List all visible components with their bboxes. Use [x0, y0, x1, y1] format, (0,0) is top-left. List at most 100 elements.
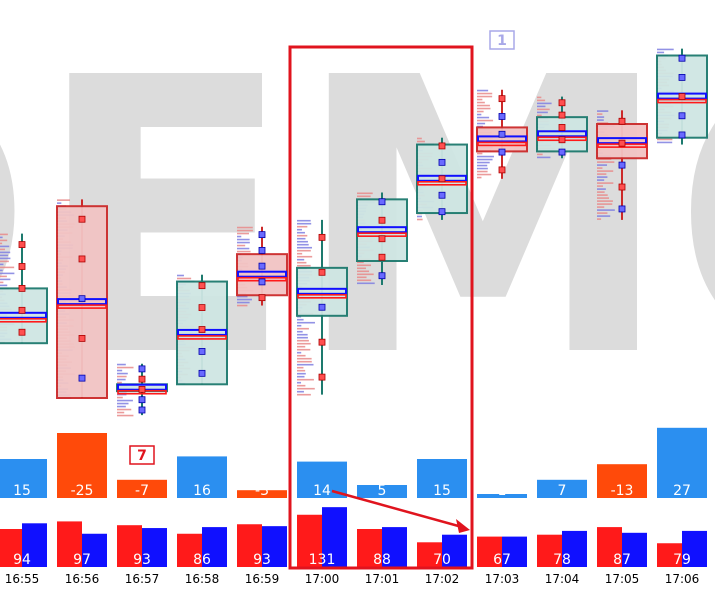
footprint-tick	[357, 195, 371, 198]
level-marker	[18, 284, 26, 292]
footprint-tick	[0, 245, 10, 248]
footprint-tick	[117, 402, 129, 405]
delta-bar	[477, 494, 527, 498]
delta-bar	[597, 464, 647, 498]
candle-1655	[0, 233, 48, 345]
level-marker	[78, 215, 86, 223]
footprint-tick	[477, 164, 488, 167]
candle-1659	[236, 226, 288, 307]
level-marker	[138, 406, 146, 414]
volume-buy-bar	[382, 527, 407, 567]
footprint-tick	[0, 239, 8, 242]
footprint-tick	[237, 301, 250, 304]
volume-sell-bar	[297, 514, 322, 567]
time-tick-label: 16:59	[245, 572, 280, 586]
footprint-tick	[597, 188, 606, 190]
footprint-tick	[0, 242, 3, 245]
footprint-tick	[477, 173, 492, 176]
level-marker	[378, 235, 386, 243]
volume-buy-bar	[22, 523, 47, 567]
footprint-tick	[177, 274, 184, 277]
footprint-tick	[537, 102, 552, 105]
footprint-tick	[0, 254, 8, 257]
trend-arrow-head	[456, 519, 470, 533]
volume-total-label: 78	[553, 552, 571, 568]
trend-arrow-line	[331, 489, 463, 529]
level-marker	[258, 231, 266, 239]
footprint-tick	[477, 161, 490, 164]
volume-sell-bar	[0, 529, 22, 567]
candle-1657	[116, 363, 168, 417]
level-marker	[618, 205, 626, 213]
candle-1706	[656, 48, 708, 145]
footprint-tick	[297, 351, 302, 354]
footprint-tick	[597, 194, 608, 196]
footprint-tick	[237, 244, 246, 247]
footprint-tick	[0, 251, 11, 254]
footprint-tick	[117, 405, 126, 408]
level-marker	[78, 295, 86, 303]
footprint-tick	[0, 281, 4, 284]
footprint-tick	[477, 110, 484, 113]
footprint-tick	[117, 363, 126, 366]
time-tick-label: 17:00	[305, 572, 340, 586]
delta-label: -3	[255, 483, 269, 499]
volume-total-label: 93	[133, 552, 151, 568]
footprint-tick	[597, 164, 608, 166]
footprint-tick	[237, 250, 251, 253]
level-marker	[318, 338, 326, 346]
footprint-tick	[297, 225, 308, 228]
delta-bar	[237, 490, 287, 498]
candle-body	[236, 253, 288, 297]
footprint-tick	[297, 333, 308, 336]
footprint-tick	[477, 116, 490, 119]
volume-sell-bar	[237, 524, 262, 567]
footprint-tick	[297, 393, 311, 396]
footprint-tick	[297, 327, 309, 330]
footprint-tick	[297, 246, 313, 249]
level-marker	[258, 294, 266, 302]
delta-bar	[0, 459, 47, 498]
poc-marker-blue	[237, 270, 287, 278]
level-marker	[378, 198, 386, 206]
footprint-tick	[0, 284, 8, 287]
volume-sell-bar	[417, 542, 442, 567]
level-marker	[318, 268, 326, 276]
delta-label: 5	[378, 483, 387, 499]
footprint-tick	[417, 140, 425, 143]
level-marker	[378, 272, 386, 280]
level-marker	[438, 175, 446, 183]
delta-label: 1	[498, 483, 507, 499]
level-marker	[498, 130, 506, 138]
time-tick-label: 16:55	[5, 572, 40, 586]
footprint-tick	[297, 366, 304, 369]
level-marker	[498, 148, 506, 156]
volume-buy-bar	[82, 533, 107, 567]
volume-total-label: 87	[613, 552, 631, 568]
footprint-tick	[537, 153, 543, 156]
time-tick-label: 17:01	[365, 572, 400, 586]
footprint-tick	[597, 113, 603, 115]
volume-sell-bar	[57, 521, 82, 567]
level-marker	[258, 262, 266, 270]
footprint-tick	[117, 366, 134, 369]
volume-buy-bar	[442, 534, 467, 567]
time-tick-label: 17:06	[665, 572, 700, 586]
footprint-tick	[477, 167, 488, 170]
highlight-box	[288, 45, 474, 570]
level-marker	[198, 282, 206, 290]
volume-buy-bar	[622, 532, 647, 567]
footprint-tick	[117, 378, 126, 381]
footprint-tick	[477, 113, 482, 116]
footprint-tick	[537, 99, 546, 102]
footprint-tick	[297, 219, 311, 222]
volume-total-label: 131	[309, 552, 336, 568]
footprint-tick	[117, 369, 123, 372]
delta-label: -7	[135, 483, 149, 499]
footprint-tick	[477, 104, 490, 107]
level-marker	[78, 255, 86, 263]
volume-sell-bar	[597, 527, 622, 567]
time-tick-label: 17:04	[545, 572, 580, 586]
time-axis: 16:55 16:56 16:57 16:58 16:59 17:00 17:01 17:02…	[5, 572, 700, 586]
footprint-tick	[597, 218, 602, 220]
